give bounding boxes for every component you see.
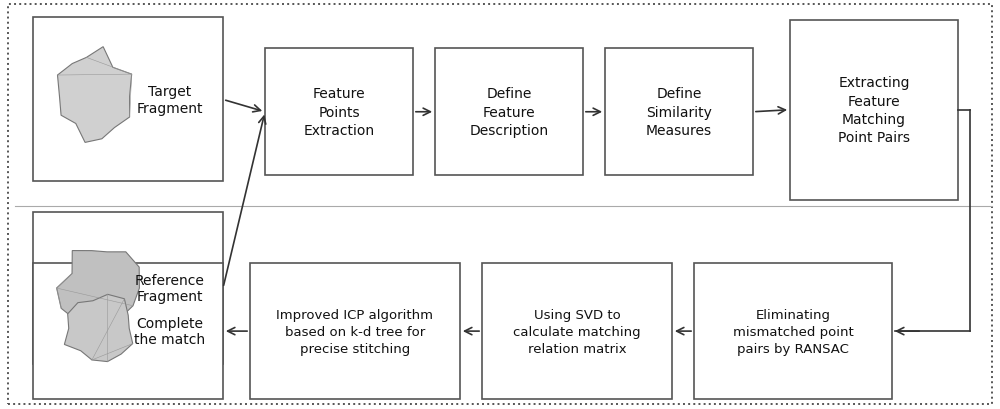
FancyBboxPatch shape [33,213,223,364]
Text: Using SVD to
calculate matching
relation matrix: Using SVD to calculate matching relation… [513,308,641,355]
FancyBboxPatch shape [790,20,958,200]
Text: Eliminating
mismatched point
pairs by RANSAC: Eliminating mismatched point pairs by RA… [733,308,853,355]
Text: Feature
Points
Extraction: Feature Points Extraction [303,87,375,138]
Text: Target
Fragment: Target Fragment [137,85,203,115]
Polygon shape [57,47,132,143]
FancyBboxPatch shape [435,49,583,176]
FancyBboxPatch shape [694,264,892,399]
Text: Extracting
Feature
Matching
Point Pairs: Extracting Feature Matching Point Pairs [838,76,910,145]
FancyBboxPatch shape [265,49,413,176]
FancyBboxPatch shape [605,49,753,176]
Text: Define
Feature
Description: Define Feature Description [469,87,549,138]
Text: Define
Similarity
Measures: Define Similarity Measures [646,87,712,138]
FancyBboxPatch shape [250,264,460,399]
Text: Complete
the match: Complete the match [134,316,205,346]
Text: Reference
Fragment: Reference Fragment [135,273,205,303]
FancyBboxPatch shape [482,264,672,399]
Text: Improved ICP algorithm
based on k-d tree for
precise stitching: Improved ICP algorithm based on k-d tree… [276,308,434,355]
FancyBboxPatch shape [33,264,223,399]
Polygon shape [57,251,139,326]
Polygon shape [64,294,133,362]
FancyBboxPatch shape [33,18,223,182]
